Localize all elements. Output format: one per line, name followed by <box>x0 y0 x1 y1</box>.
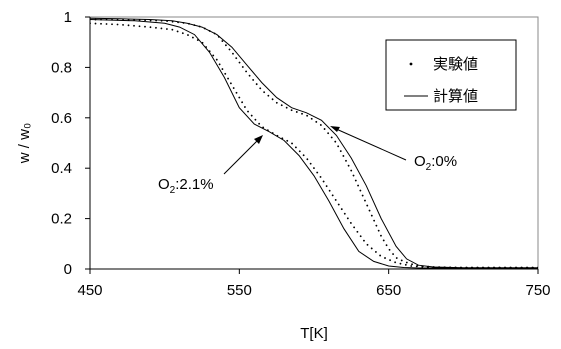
y-tick-label-0-6: 0.6 <box>51 110 72 127</box>
y-tick-label-0: 0 <box>64 261 72 278</box>
legend-label-experimental: 実験値 <box>433 55 478 73</box>
axes <box>89 17 538 270</box>
ticks-layer: 450 550 650 750 0 0.2 0.4 0.6 0.8 1 <box>51 9 550 299</box>
y-tick-label-1: 1 <box>64 9 72 26</box>
annotation-label-0pct: O2:0% <box>414 153 457 173</box>
series-calculated-o2-0pct <box>90 17 538 269</box>
legend-box <box>385 39 517 111</box>
annotation-arrowhead-0pct <box>330 126 340 132</box>
y-tick-label-0-2: 0.2 <box>51 211 72 228</box>
x-tick-label-650: 650 <box>376 282 401 299</box>
annotation-label-2-1pct: O2:2.1% <box>158 176 214 196</box>
legend: 実験値 計算値 <box>385 39 517 111</box>
y-tick-label-0-8: 0.8 <box>51 59 72 76</box>
x-tick-label-550: 550 <box>227 282 252 299</box>
annotation-arrow-2-1pct <box>223 138 260 175</box>
series-layer <box>90 17 538 269</box>
x-axis-title: T[K] <box>300 325 328 342</box>
x-tick-label-450: 450 <box>77 282 102 299</box>
legend-dotted-marker <box>409 62 413 66</box>
y-axis-title: w / w₀ <box>16 123 33 164</box>
annotation-arrowhead-2-1pct <box>254 135 263 144</box>
x-tick-label-750: 750 <box>525 282 550 299</box>
series-calculated-o2-2-1pct <box>90 19 538 269</box>
annotations: O2:0% O2:2.1% <box>158 126 457 196</box>
annotation-arrow-0pct <box>333 127 407 161</box>
legend-label-calculated: 計算値 <box>433 87 478 105</box>
y-tick-label-0-4: 0.4 <box>51 160 72 177</box>
